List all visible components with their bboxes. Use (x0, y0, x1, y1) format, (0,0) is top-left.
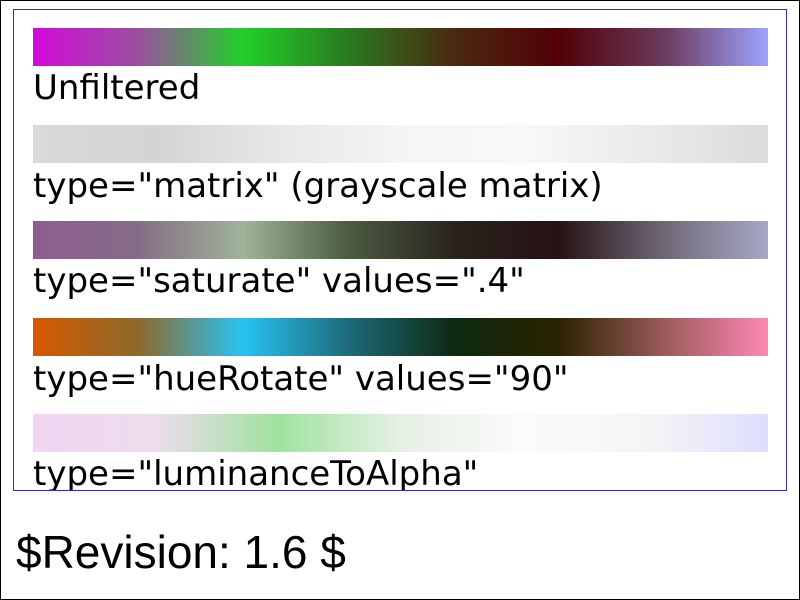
test-area: Unfiltered type="matrix" (grayscale matr… (13, 9, 787, 491)
gradient-bar-saturate (33, 221, 768, 259)
revision-label: $Revision: 1.6 $ (16, 526, 346, 578)
caption-unfiltered: Unfiltered (33, 68, 201, 108)
gradient-bar-matrix (33, 125, 768, 163)
gradient-bar-luminance-to-alpha (33, 414, 768, 452)
caption-huerotate: type="hueRotate" values="90" (33, 359, 569, 399)
gradient-bar-huerotate (33, 318, 768, 356)
caption-saturate: type="saturate" values=".4" (33, 261, 525, 301)
caption-matrix: type="matrix" (grayscale matrix) (33, 166, 603, 206)
gradient-bar-unfiltered (33, 28, 768, 66)
caption-luminance-to-alpha: type="luminanceToAlpha" (33, 454, 479, 491)
